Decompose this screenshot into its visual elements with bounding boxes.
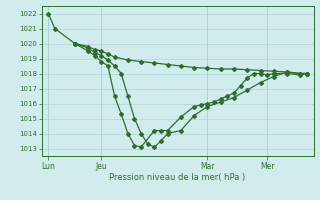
X-axis label: Pression niveau de la mer( hPa ): Pression niveau de la mer( hPa ) — [109, 173, 246, 182]
